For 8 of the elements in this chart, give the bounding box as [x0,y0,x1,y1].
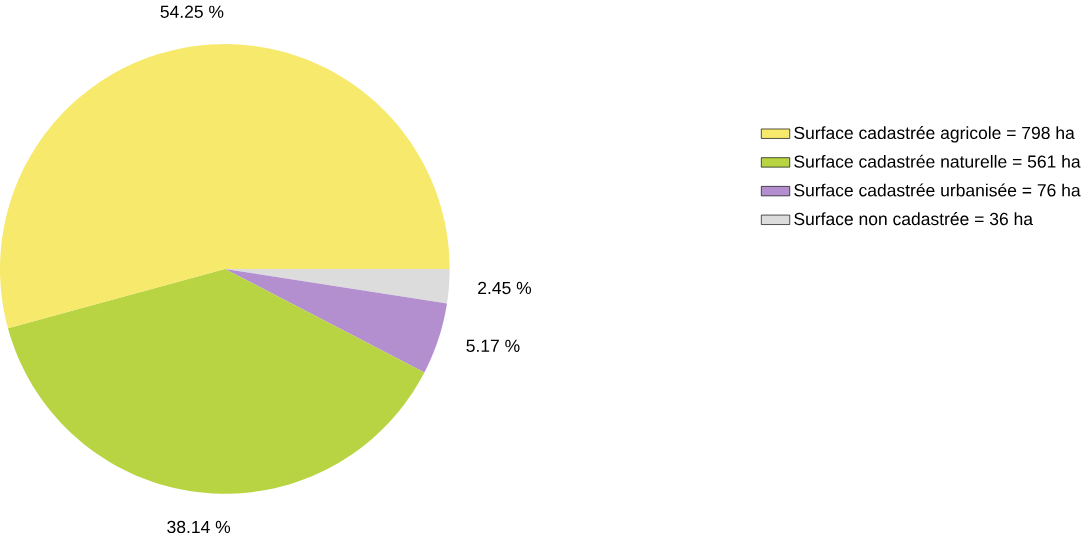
data-label: 38.14 % [167,520,231,534]
legend-label: Surface cadastrée naturelle = 561 ha [794,154,1081,168]
data-label: 54.25 % [160,5,224,19]
legend-label: Surface cadastrée urbanisée = 76 ha [794,183,1081,197]
data-label: 5.17 % [466,339,520,353]
data-label: 2.45 % [478,281,532,295]
legend-label: Surface cadastrée agricole = 798 ha [794,126,1075,143]
legend-label: Surface non cadastrée = 36 ha [794,212,1034,226]
